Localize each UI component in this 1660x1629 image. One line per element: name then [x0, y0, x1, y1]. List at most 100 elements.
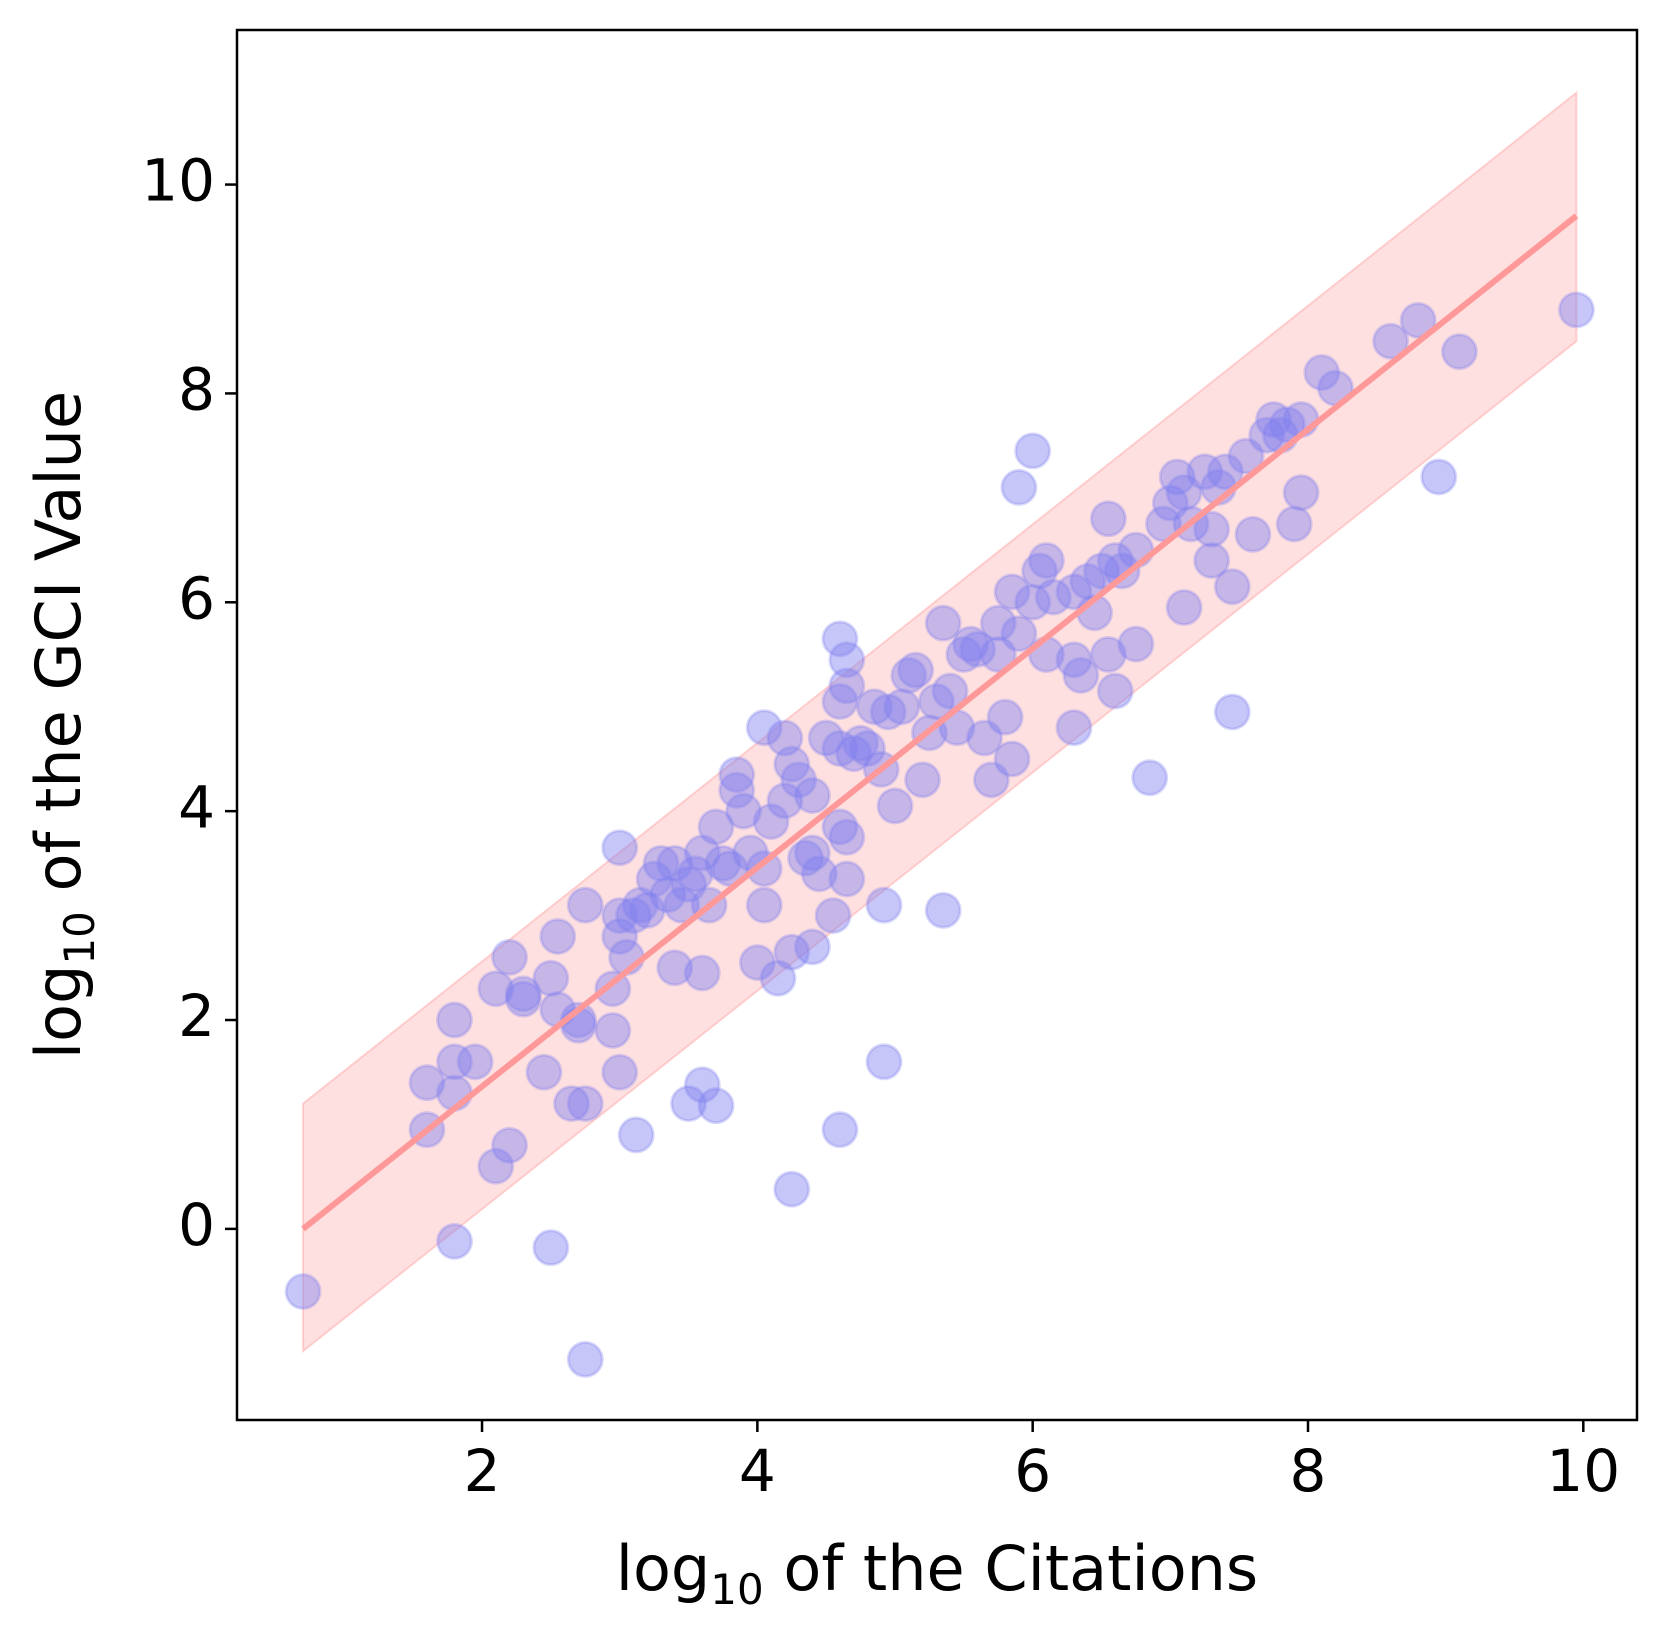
scatter-point — [477, 1147, 515, 1185]
scatter-point — [869, 693, 907, 731]
scatter-point — [594, 1011, 632, 1049]
scatter-point — [821, 1111, 859, 1149]
scatter-point — [1213, 568, 1251, 606]
scatter-point — [601, 897, 639, 935]
scatter-point — [773, 745, 811, 783]
scatter-point — [566, 1085, 604, 1123]
scatter-point — [1268, 406, 1306, 444]
scatter-point — [1055, 573, 1093, 611]
scatter-point — [725, 792, 763, 830]
x-axis-label: log10 of the Citations — [616, 1532, 1259, 1614]
scatter-point — [993, 573, 1031, 611]
scatter-point — [821, 729, 859, 767]
plot-area — [284, 90, 1595, 1378]
scatter-point — [1557, 291, 1595, 329]
scatter-point — [284, 1273, 322, 1311]
scatter-point — [1255, 401, 1293, 439]
scatter-point — [1117, 625, 1155, 663]
scatter-point — [594, 970, 632, 1008]
scatter-point — [793, 776, 831, 814]
scatter-point — [1213, 693, 1251, 731]
scatter-point — [525, 1053, 563, 1091]
scatter-point — [766, 782, 804, 820]
scatter-point — [1000, 615, 1038, 653]
scatter-point — [566, 1340, 604, 1378]
scatter-point — [848, 729, 886, 767]
scatter-point — [787, 839, 825, 877]
scatter-point — [642, 844, 680, 882]
scatter-point — [1227, 437, 1265, 475]
y-tick-label: 10 — [141, 147, 215, 215]
scatter-point — [800, 855, 838, 893]
scatter-point — [697, 808, 735, 846]
scatter-point — [1303, 354, 1341, 392]
scatter-point — [773, 1170, 811, 1208]
y-label-sub: 10 — [55, 911, 104, 964]
scatter-point — [821, 808, 859, 846]
axes-frame — [235, 28, 1639, 1422]
scatter-point — [959, 630, 997, 668]
scatter-point — [821, 683, 859, 721]
scatter-point — [780, 761, 818, 799]
scatter-point — [621, 886, 659, 924]
scatter-point — [676, 855, 714, 893]
scatter-point — [601, 1053, 639, 1091]
scatter-point — [1440, 333, 1478, 371]
scatter-point — [1206, 453, 1244, 491]
scatter-point — [759, 959, 797, 997]
scatter-point — [1420, 458, 1458, 496]
scatter-point — [828, 667, 866, 705]
scatter-point — [408, 1064, 446, 1102]
scatter-point — [718, 756, 756, 794]
x-label-part: of the Citations — [764, 1532, 1259, 1605]
scatter-point — [897, 651, 935, 689]
scatter-point — [1089, 636, 1127, 674]
scatter-point — [745, 886, 783, 924]
scatter-point — [656, 844, 694, 882]
scatter-point — [504, 980, 542, 1018]
scatter-point — [683, 954, 721, 992]
scatter-point — [952, 625, 990, 663]
scatter-point — [697, 1087, 735, 1125]
scatter-point — [793, 834, 831, 872]
scatter-point — [842, 724, 880, 762]
scatter-point — [491, 938, 529, 976]
scatter-point — [628, 891, 666, 929]
scatter-point — [745, 709, 783, 747]
scatter-point — [904, 761, 942, 799]
scatter-point — [1186, 453, 1224, 491]
y-tick-label: 4 — [178, 773, 215, 841]
x-tick-label: 4 — [739, 1437, 776, 1505]
scatter-point — [491, 1126, 529, 1164]
scatter-point — [828, 860, 866, 898]
scatter-point — [979, 636, 1017, 674]
scatter-point — [1248, 416, 1286, 454]
scatter-point — [614, 897, 652, 935]
scatter-point — [532, 1229, 570, 1267]
scatter-point — [986, 698, 1024, 736]
scatter-point — [835, 735, 873, 773]
scatter-point — [883, 688, 921, 726]
fit-line — [301, 213, 1579, 1232]
scatter-point — [890, 656, 928, 694]
scatter-point — [972, 761, 1010, 799]
scatter-point — [1165, 589, 1203, 627]
scatter-point — [1055, 709, 1093, 747]
scatter-point — [1096, 542, 1134, 580]
x-tick-label: 2 — [464, 1437, 501, 1505]
x-tick-label: 6 — [1014, 1437, 1051, 1505]
scatter-point — [1275, 505, 1313, 543]
scatter-point — [670, 1085, 708, 1123]
scatter-point — [436, 1043, 474, 1081]
scatter-point — [1014, 583, 1052, 621]
scatter-point — [683, 834, 721, 872]
scatter-point — [456, 1043, 494, 1081]
x-label-sub: 10 — [710, 1565, 763, 1614]
scatter-point — [436, 1222, 474, 1260]
scatter-point — [718, 771, 756, 809]
y-tick-label: 2 — [178, 982, 215, 1050]
scatter-point — [766, 719, 804, 757]
scatter-point — [931, 672, 969, 710]
scatter-point — [504, 975, 542, 1013]
scatter-point — [1193, 542, 1231, 580]
